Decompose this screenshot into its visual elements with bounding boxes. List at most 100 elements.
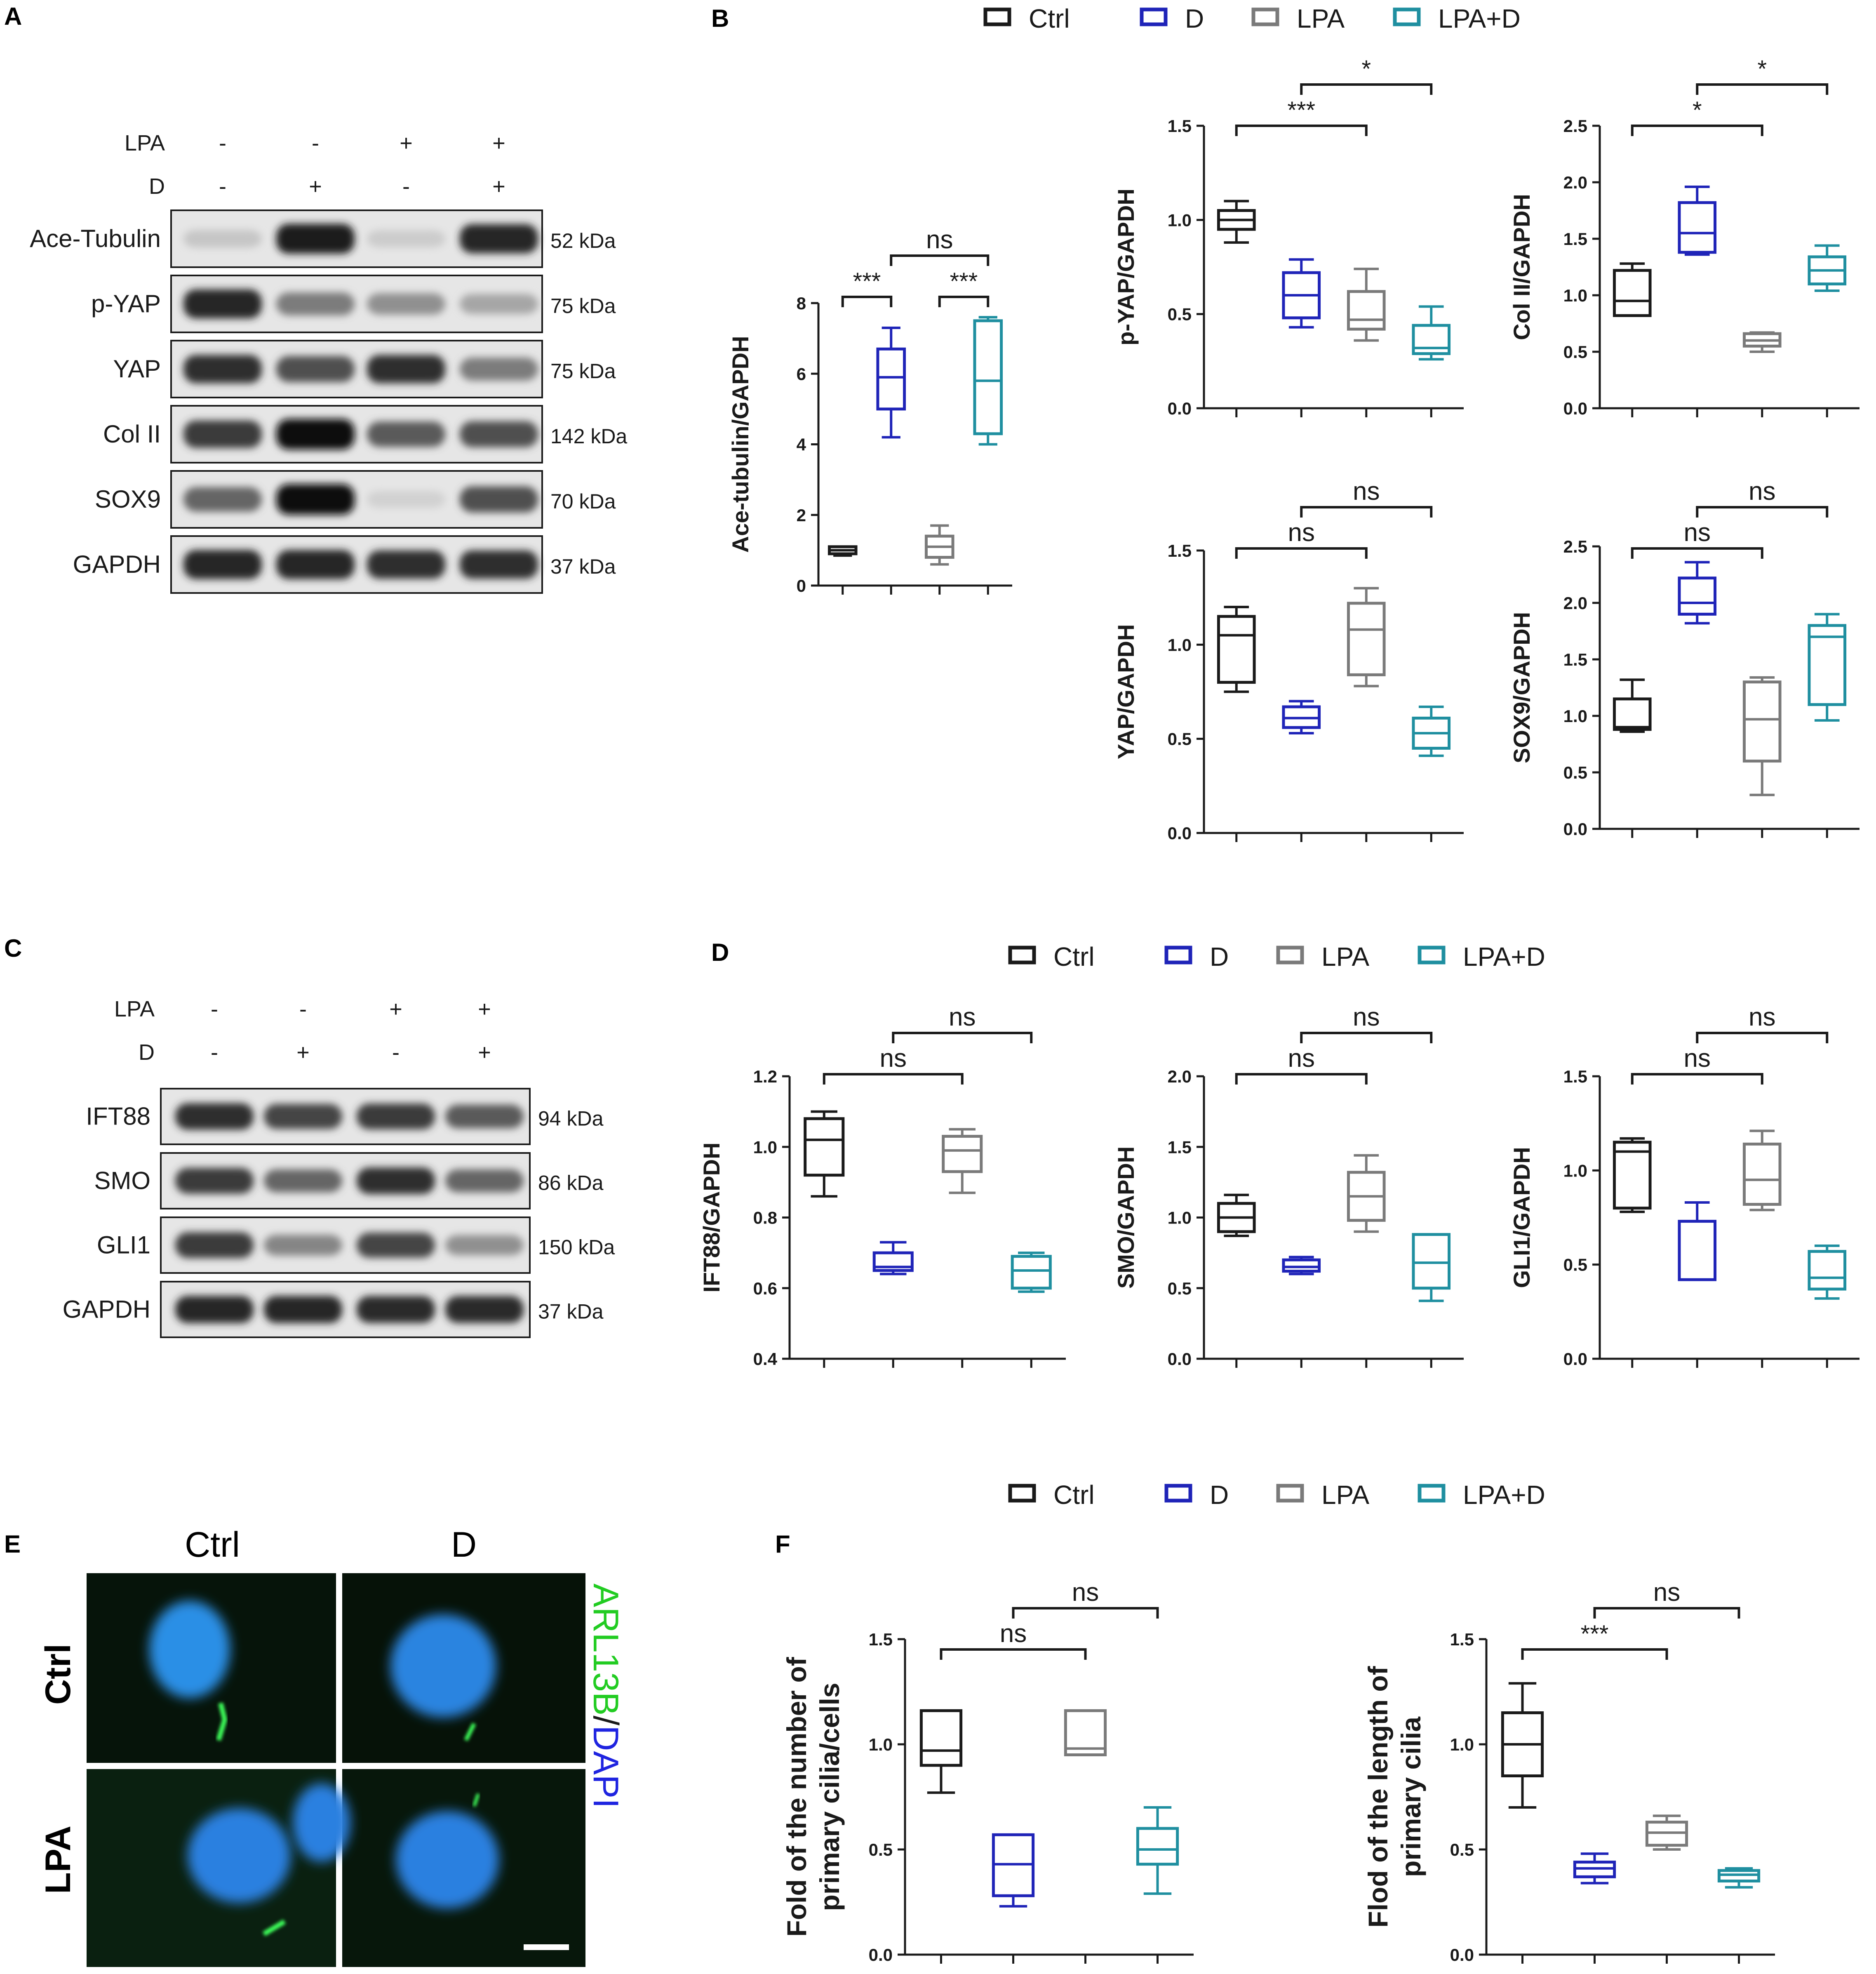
y-tick-label: 2.5 <box>1563 537 1587 556</box>
y-tick-label: 0.0 <box>1450 1945 1474 1965</box>
significance-bracket <box>1300 83 1433 95</box>
y-tick-label: 0 <box>797 576 806 595</box>
box-ctrl <box>1613 697 1652 731</box>
y-tick-label: 6 <box>797 364 806 384</box>
box-lpa-plus-d <box>1011 1255 1052 1290</box>
blot-band <box>183 420 262 448</box>
blot-band <box>264 1104 342 1129</box>
legend-swatch <box>983 7 1011 26</box>
y-axis-label: primary cilia/cells <box>814 1682 845 1911</box>
legend-label: LPA <box>1297 4 1345 33</box>
legend-label: D <box>1210 942 1229 972</box>
significance-bracket <box>890 254 990 266</box>
kda-label: 70 kDa <box>550 490 616 513</box>
y-tick-label: 1.0 <box>1168 210 1192 230</box>
box-ctrl <box>1217 615 1256 684</box>
condition-sign: - <box>219 174 226 199</box>
significance-label: ns <box>1684 1044 1711 1073</box>
significance-bracket <box>892 1032 1033 1043</box>
chart-ace-tubulin: 0 2 4 6 8 Ace-tubulin/GAPDH *** *** ns <box>727 226 1012 595</box>
chart-p-yap: 0.00.51.01.5p-YAP/GAPDH**** <box>1113 56 1464 418</box>
blot-band <box>367 491 445 508</box>
legend-label: D <box>1210 1480 1229 1510</box>
significance-label: ns <box>1684 518 1711 547</box>
significance-bracket <box>940 1648 1087 1660</box>
significance-label: ns <box>1072 1578 1099 1607</box>
blot-band <box>276 356 355 382</box>
significance-bracket <box>1235 547 1368 559</box>
blot-band <box>367 421 445 447</box>
significance-label: ns <box>1288 518 1315 547</box>
legend-label: LPA <box>1321 942 1370 972</box>
condition-sign: - <box>211 1040 218 1065</box>
blot-band <box>264 1296 342 1323</box>
kda-label: 150 kDa <box>538 1236 615 1259</box>
condition-sign: - <box>219 131 226 155</box>
protein-label: Col II <box>103 420 161 448</box>
protein-label: YAP <box>113 355 161 383</box>
blot-band <box>357 1233 435 1258</box>
legend-label: LPA+D <box>1438 4 1521 33</box>
nucleus <box>293 1783 350 1862</box>
y-axis-label: GLI1/GAPDH <box>1509 1147 1535 1288</box>
kda-label: 37 kDa <box>538 1300 604 1323</box>
blot-band <box>445 1169 524 1193</box>
western-blot-c: LPA - - + + D - + - + IFT88 94 kDa SMO 86 kDa GLI1 150 … <box>63 997 615 1338</box>
significance-bracket <box>1593 1607 1740 1619</box>
blot-band <box>183 355 262 384</box>
blot-band <box>183 230 262 248</box>
significance-bracket <box>1696 83 1829 95</box>
panel-label-d: D <box>711 939 729 966</box>
if-panel-e: Ctrl D Ctrl LPA ARL13B/DAPI <box>38 1525 625 1967</box>
legend-label: Ctrl <box>1053 1480 1095 1510</box>
primary-cilium <box>216 1702 228 1741</box>
y-tick-label: 0.5 <box>1450 1840 1474 1859</box>
legend-label: LPA+D <box>1463 942 1545 972</box>
y-tick-label: 1.0 <box>1563 706 1587 726</box>
y-tick-label: 0.8 <box>753 1208 777 1228</box>
condition-label: LPA <box>125 131 165 155</box>
y-tick-label: 1.5 <box>1450 1630 1474 1649</box>
significance-label: *** <box>853 268 881 295</box>
chart-cilia-number: 0.0 0.5 1.0 1.5 Fold of the number of primary… <box>781 1578 1194 1965</box>
protein-label: GLI1 <box>97 1231 150 1259</box>
blot-band <box>367 230 445 247</box>
kda-label: 75 kDa <box>550 360 616 383</box>
y-axis-label: YAP/GAPDH <box>1113 624 1139 760</box>
box-ctrl <box>804 1117 845 1177</box>
kda-label: 52 kDa <box>550 229 616 252</box>
blot-band <box>264 1169 342 1193</box>
stain-dapi: DAPI <box>586 1725 625 1808</box>
if-col-label-d: D <box>451 1525 477 1565</box>
box-lpa-plus-d <box>973 319 1003 435</box>
y-tick-label: 0.0 <box>1168 1349 1192 1369</box>
box-d <box>1282 1258 1321 1273</box>
legend-swatch <box>1008 1484 1036 1503</box>
chart-gli1: 0.0 0.5 1.0 1.5 GLI1/GAPDH ns ns <box>1509 1003 1860 1369</box>
blot-band <box>460 358 538 381</box>
y-axis-label: Col II/GAPDH <box>1509 194 1535 340</box>
y-tick-label: 0.0 <box>1168 823 1192 843</box>
protein-label: p-YAP <box>91 290 161 318</box>
y-tick-label: 1.0 <box>1563 286 1587 305</box>
blot-band <box>276 292 355 315</box>
legend-d: Ctrl D LPA LPA+D <box>1008 942 1545 972</box>
chart-col-ii: 0.0 0.5 1.0 1.5 2.0 2.5 Col II/GAPDH * * <box>1509 56 1860 418</box>
blot-band <box>445 1296 524 1323</box>
nucleus <box>149 1601 230 1698</box>
box-lpa-plus-d <box>1136 1827 1179 1866</box>
chart-smo: 0.0 0.5 1.0 1.5 2.0 SMO/GAPDH ns ns <box>1113 1003 1464 1369</box>
significance-bracket <box>938 296 990 307</box>
legend-swatch <box>1276 946 1304 965</box>
blot-band <box>445 1104 524 1129</box>
condition-sign: - <box>402 174 410 199</box>
significance-label: ns <box>949 1003 976 1031</box>
legend-swatch <box>1418 946 1446 965</box>
y-tick-label: 0.5 <box>1563 1255 1587 1275</box>
y-tick-label: 0.0 <box>1563 1349 1587 1369</box>
blot-band <box>183 550 262 579</box>
box-ctrl <box>1613 269 1652 317</box>
nucleus <box>188 1808 291 1903</box>
panel-label-f: F <box>775 1530 790 1558</box>
blot-band <box>276 224 355 254</box>
